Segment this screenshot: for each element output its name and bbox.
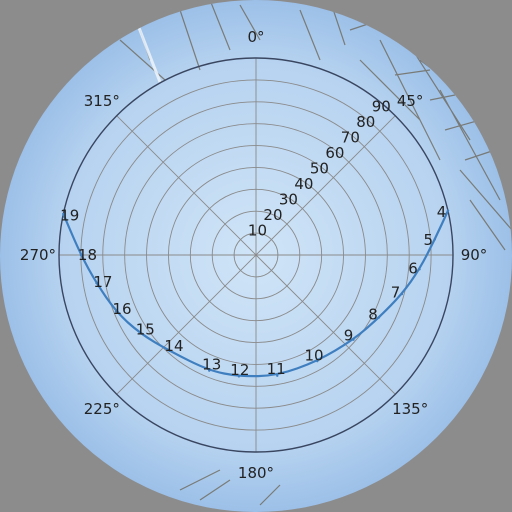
hour-label: 7: [391, 283, 401, 301]
hour-label: 6: [408, 260, 418, 278]
azimuth-label: 270°: [20, 246, 56, 264]
zenith-label: 60: [325, 144, 344, 162]
azimuth-label: 225°: [84, 400, 120, 418]
zenith-label: 80: [356, 113, 375, 131]
azimuth-label: 180°: [238, 464, 274, 482]
hour-label: 16: [113, 300, 132, 318]
azimuth-label: 0°: [247, 28, 264, 46]
zenith-label: 70: [341, 129, 360, 147]
zenith-label: 50: [310, 160, 329, 178]
sun-path-point: [378, 316, 380, 318]
hour-label: 10: [304, 346, 323, 364]
zenith-label: 90: [372, 98, 391, 116]
azimuth-label: 315°: [84, 92, 120, 110]
hour-label: 17: [93, 273, 112, 291]
sun-path-point: [418, 268, 420, 270]
azimuth-label: 90°: [461, 246, 488, 264]
polar-grid: [59, 58, 453, 452]
zenith-label: 10: [248, 222, 267, 240]
hour-label: 4: [437, 203, 447, 221]
hour-label: 12: [230, 361, 249, 379]
zenith-label: 30: [279, 191, 298, 209]
azimuth-label: 45°: [397, 92, 424, 110]
hour-label: 19: [60, 206, 79, 224]
hour-label: 18: [78, 246, 97, 264]
zenith-label: 40: [294, 175, 313, 193]
hour-label: 11: [267, 360, 286, 378]
sun-path-point: [434, 238, 436, 240]
hour-label: 5: [423, 231, 433, 249]
sun-path-point: [447, 209, 449, 211]
hour-label: 9: [344, 326, 354, 344]
hour-label: 15: [136, 321, 155, 339]
sun-path-point: [401, 293, 403, 295]
hour-label: 13: [202, 356, 221, 374]
hour-label: 14: [164, 337, 183, 355]
azimuth-label: 135°: [392, 400, 428, 418]
hour-label: 8: [368, 306, 378, 324]
zenith-label: 20: [263, 206, 282, 224]
